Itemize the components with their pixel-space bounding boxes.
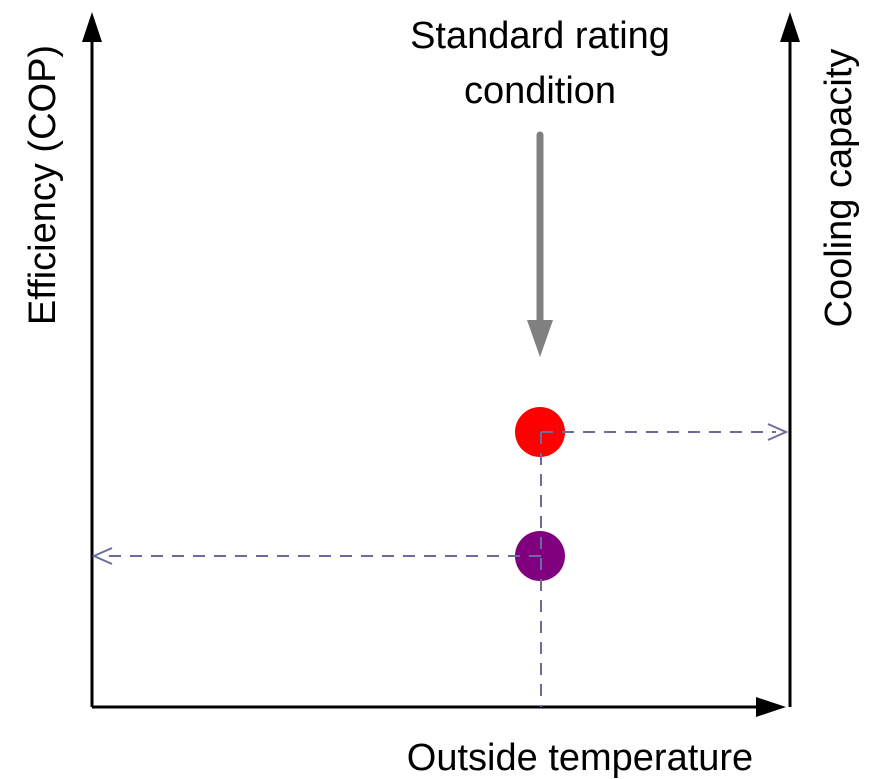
bottom-axis-label: Outside temperature [407,737,753,779]
right-axis-arrowhead [780,12,800,42]
bottom-axis-arrowhead [756,697,786,717]
left-axis-arrowhead [82,12,102,42]
efficiency-guide-arrowhead [91,547,113,565]
annotation-label-line2: condition [464,70,616,112]
annotation-arrowhead [527,320,553,357]
left-axis-label: Efficiency (COP) [22,45,64,325]
capacity-guide-arrowhead [767,423,789,441]
annotation-label-line1: Standard rating [410,15,670,57]
right-axis-label: Cooling capacity [818,49,860,328]
